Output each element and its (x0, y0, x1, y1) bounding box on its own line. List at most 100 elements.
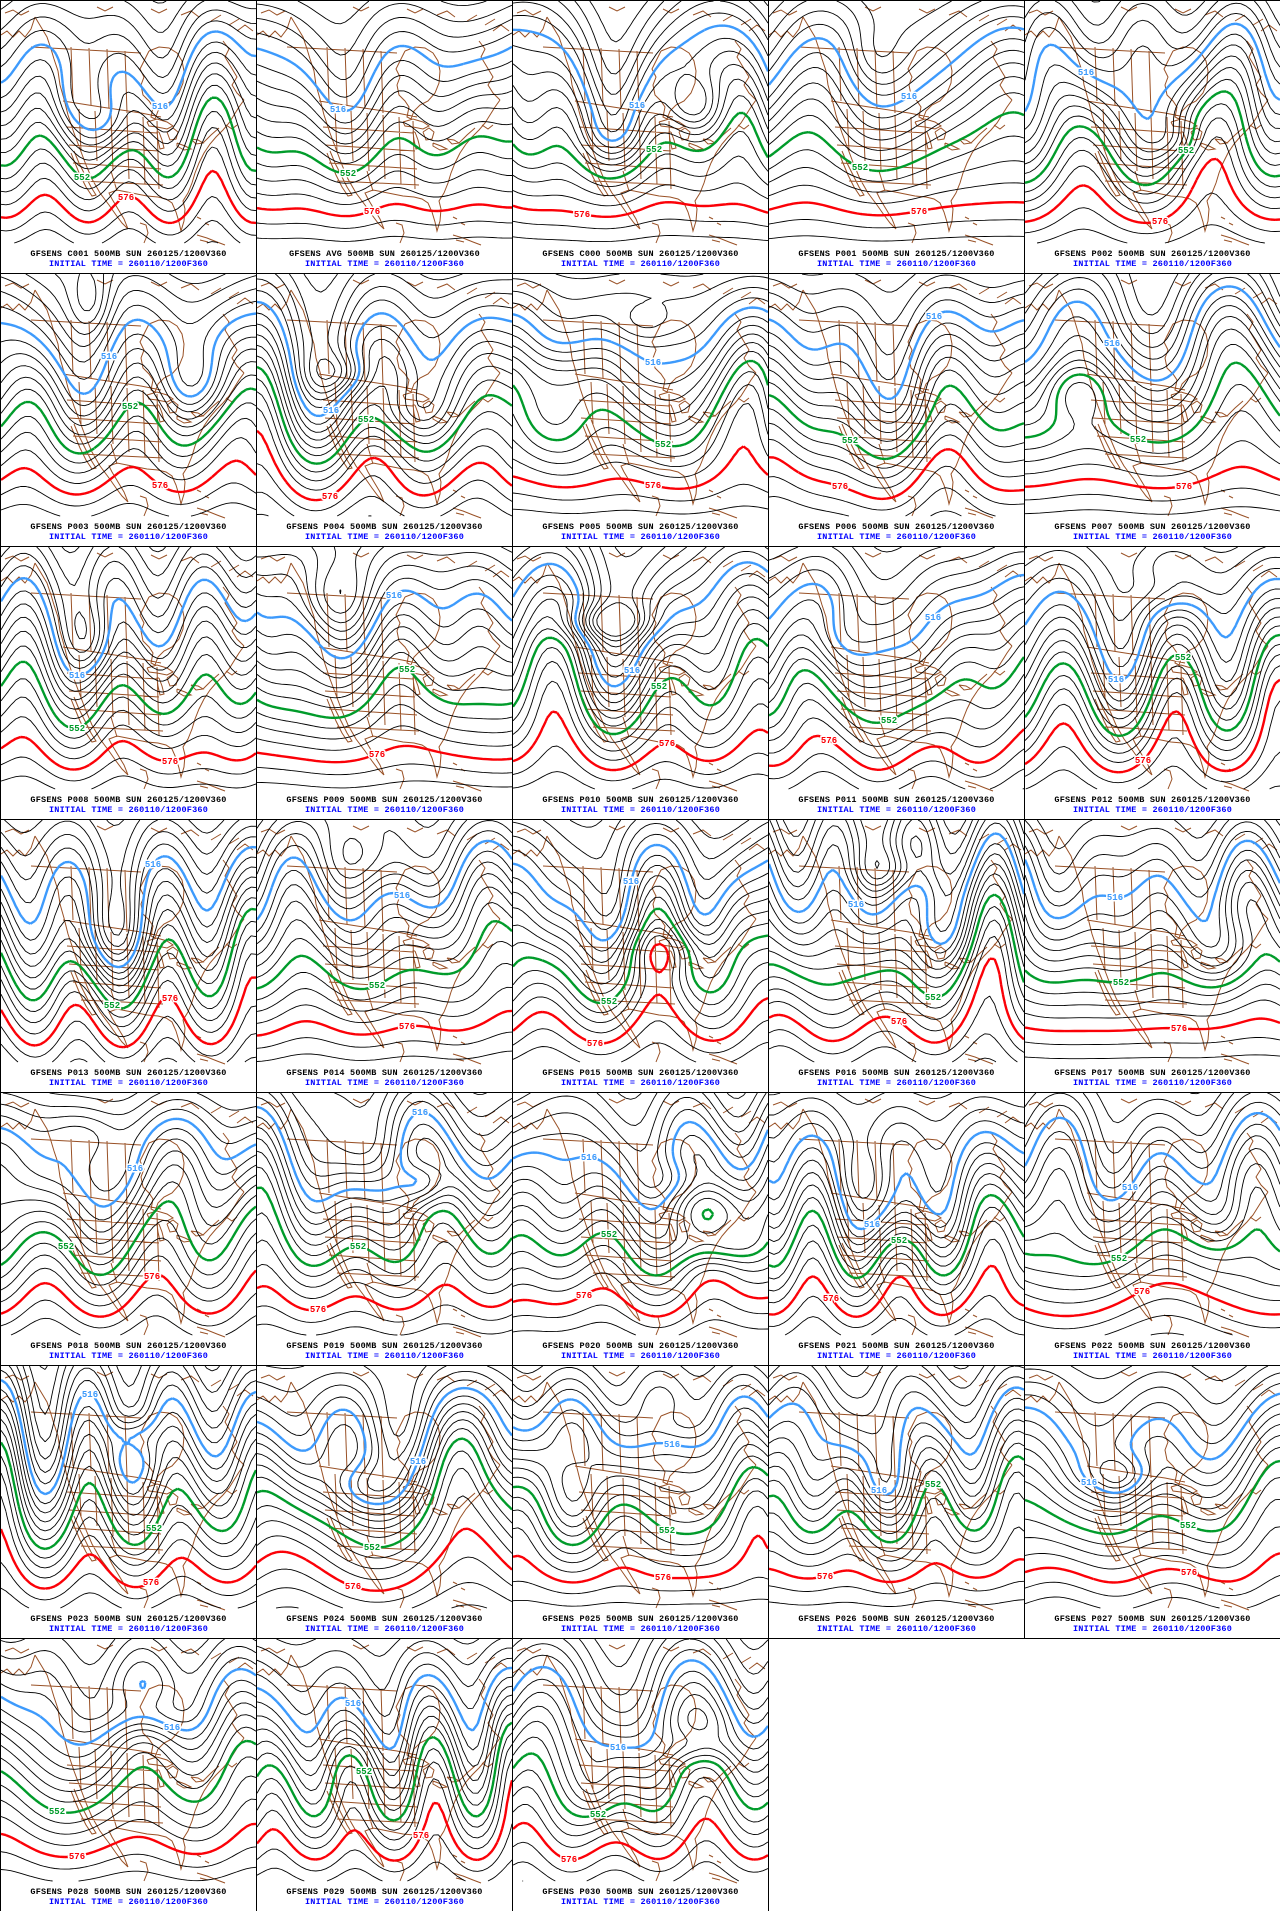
contours-black (1025, 567, 1280, 668)
contour-label-516: 516 (664, 1440, 680, 1450)
contour-label-552: 552 (601, 997, 617, 1007)
contours-black (1025, 598, 1280, 702)
contours-black (257, 651, 512, 709)
contours-black (1025, 859, 1280, 959)
contours-black (257, 820, 468, 889)
contours-black (513, 1407, 768, 1459)
contours-black (257, 60, 512, 124)
contours-black (769, 49, 1024, 130)
contours-black (1, 756, 256, 782)
contours-black (257, 704, 512, 740)
contours-black (1, 920, 256, 1018)
contour-label-576: 576 (143, 1578, 159, 1588)
contour-516 (1025, 1392, 1280, 1495)
contours-black (1, 324, 256, 407)
map-P011: 516 552 576 (769, 547, 1024, 792)
contours-black (1, 361, 256, 436)
contours-black (1, 876, 256, 987)
map-P018: 516 552 576 (1, 1093, 256, 1338)
contours-black (1025, 1366, 1269, 1405)
geography-outline (257, 1371, 510, 1611)
contours-black (555, 274, 704, 280)
contours-black (769, 403, 1024, 469)
contours-black (1025, 983, 1280, 1007)
contour-label-552: 552 (1175, 653, 1191, 663)
contours-black (257, 940, 512, 1001)
contours-black (1, 1108, 256, 1192)
contours-black (513, 1681, 768, 1784)
contours-black (513, 1258, 768, 1296)
contours-black (257, 602, 512, 669)
contour-552 (257, 920, 512, 991)
contour-label-552: 552 (891, 1236, 907, 1246)
contours-black (257, 323, 512, 433)
contours-black (257, 219, 512, 229)
map-P017: 516 552 576 (1025, 820, 1280, 1065)
contours-black (769, 748, 1024, 783)
contours-black (1, 645, 256, 720)
contours-black (513, 550, 768, 678)
contours-black (769, 287, 1024, 356)
contours-black (1, 1408, 256, 1523)
contour-label-576: 576 (574, 210, 590, 220)
contours-black (513, 63, 768, 160)
contours-black (769, 883, 1024, 988)
contours-black (513, 1154, 768, 1239)
geography-outline (513, 1644, 766, 1884)
contours-black (769, 356, 1024, 442)
contours-black (513, 1108, 768, 1199)
contours-black (769, 905, 1024, 1009)
contours-black (769, 853, 1024, 962)
contours-black (1, 482, 256, 507)
contour-label-516: 516 (145, 860, 161, 870)
contour-label-576: 576 (310, 1305, 326, 1315)
map-P012: 516 552 576 (1025, 547, 1280, 792)
contours-black (513, 1244, 768, 1286)
contours-black (1025, 1423, 1280, 1510)
map-P023: 516 552 576 (1, 1366, 256, 1611)
contours-black (1025, 1054, 1280, 1060)
contour-516 (769, 310, 1024, 400)
contours-black (257, 1366, 512, 1461)
contour-label-576: 576 (1181, 1568, 1197, 1578)
contour-516 (513, 306, 768, 365)
contours-black (769, 1, 952, 58)
contours-black (257, 1304, 512, 1323)
contours-black (1025, 1093, 1235, 1154)
contours-black (1, 1587, 256, 1609)
contour-576 (257, 1009, 512, 1037)
contours-black (257, 75, 512, 135)
contours-black (769, 598, 1024, 677)
contour-label-552: 552 (364, 1543, 380, 1553)
contour-552 (1025, 633, 1280, 737)
contours-black (257, 1379, 512, 1499)
contour-label-576: 576 (1152, 217, 1168, 227)
contours-black (769, 5, 1024, 85)
contours-black (257, 986, 512, 1024)
contours-black (513, 1176, 768, 1250)
contours-black (769, 434, 1024, 489)
contour-516 (1, 845, 256, 969)
contours-black (513, 1093, 767, 1152)
contours-black (1025, 328, 1280, 423)
contours-black (1025, 343, 1280, 433)
contours-black (513, 1298, 768, 1329)
map-P026: 516 552 576 (769, 1366, 1024, 1611)
contours-black (1, 336, 256, 417)
contours-black (1, 1292, 256, 1329)
geography-outline (1, 6, 254, 246)
contours-black (1025, 381, 1280, 454)
contours-black (513, 1419, 768, 1502)
contour-576 (1025, 678, 1280, 774)
contour-label-552: 552 (58, 1242, 74, 1252)
contours-black (257, 1097, 512, 1190)
contours-black (1104, 1315, 1233, 1336)
panel-C001: 516 552 576 GFSENS C001 500MB SUN 260125/12… (1, 1, 257, 274)
contours-black (769, 1376, 1024, 1483)
contours-black (513, 1861, 740, 1882)
contour-label-576: 576 (821, 736, 837, 746)
contours-black (1025, 999, 1280, 1019)
geography-outline (1, 825, 254, 1065)
contours-black (1025, 440, 1280, 477)
contour-552 (1, 1441, 256, 1551)
